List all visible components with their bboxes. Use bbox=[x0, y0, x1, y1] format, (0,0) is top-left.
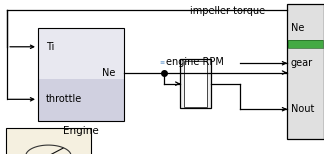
Bar bbox=[38, 28, 124, 79]
Bar bbox=[6, 128, 91, 155]
Bar bbox=[288, 40, 323, 48]
Text: impeller torque: impeller torque bbox=[190, 7, 265, 16]
Text: engine RPM: engine RPM bbox=[166, 57, 224, 67]
Text: Ne: Ne bbox=[291, 23, 304, 33]
Text: Engine: Engine bbox=[63, 126, 99, 136]
Text: Ne: Ne bbox=[102, 68, 116, 78]
Bar bbox=[38, 28, 124, 120]
Bar bbox=[38, 28, 124, 120]
Bar bbox=[288, 40, 323, 48]
Text: Ti: Ti bbox=[46, 42, 54, 52]
Bar bbox=[184, 61, 207, 106]
Bar bbox=[287, 4, 324, 139]
Text: Nout: Nout bbox=[291, 104, 314, 114]
Text: throttle: throttle bbox=[46, 94, 82, 104]
Bar bbox=[180, 59, 211, 108]
Text: gear: gear bbox=[291, 58, 313, 68]
Text: ≡: ≡ bbox=[160, 59, 165, 64]
